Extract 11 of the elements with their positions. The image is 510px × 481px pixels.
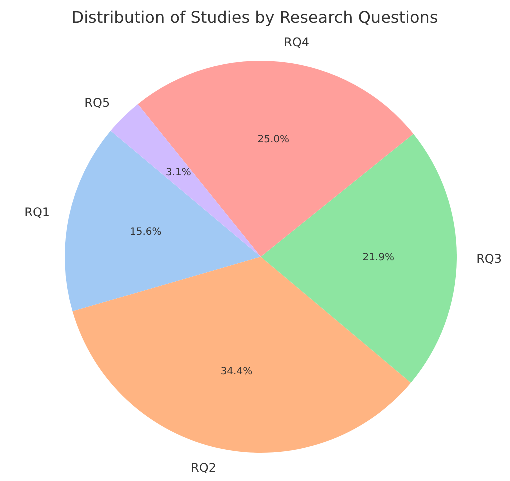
chart-title: Distribution of Studies by Research Questions [70,8,440,27]
slice-label: RQ2 [191,460,216,475]
data-label: 25.0% [258,134,290,146]
data-label: 34.4% [220,366,253,378]
slice-label: RQ5 [84,96,110,110]
data-label: 21.9% [362,252,394,264]
slice-label: RQ3 [476,252,502,266]
data-label: 15.6% [130,227,162,238]
data-label: 3.1% [166,168,192,179]
slice-label: RQ1 [24,205,50,220]
slice-label: RQ4 [284,36,310,50]
